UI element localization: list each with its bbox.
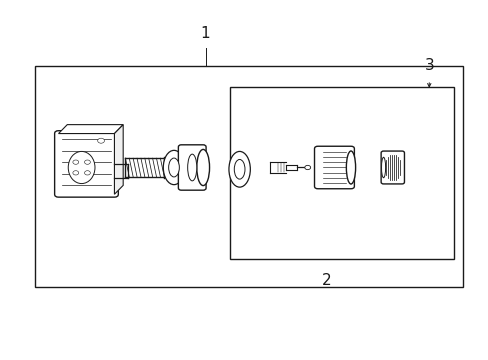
Bar xyxy=(229,87,453,258)
Circle shape xyxy=(84,160,90,164)
Ellipse shape xyxy=(168,158,179,177)
Ellipse shape xyxy=(234,159,244,179)
Ellipse shape xyxy=(196,149,209,185)
Ellipse shape xyxy=(187,154,196,181)
Bar xyxy=(35,66,462,287)
Ellipse shape xyxy=(381,157,385,178)
Text: 1: 1 xyxy=(201,26,210,41)
Circle shape xyxy=(73,171,79,175)
Polygon shape xyxy=(114,125,123,194)
Ellipse shape xyxy=(228,152,250,187)
Circle shape xyxy=(73,160,79,164)
Polygon shape xyxy=(59,125,123,134)
FancyBboxPatch shape xyxy=(314,146,354,189)
Circle shape xyxy=(98,138,104,143)
Ellipse shape xyxy=(346,151,355,184)
Ellipse shape xyxy=(163,150,184,185)
Text: 2: 2 xyxy=(322,273,331,288)
Circle shape xyxy=(304,165,310,170)
Ellipse shape xyxy=(68,152,95,184)
FancyBboxPatch shape xyxy=(55,131,118,197)
Circle shape xyxy=(84,171,90,175)
FancyBboxPatch shape xyxy=(178,145,205,190)
FancyBboxPatch shape xyxy=(380,151,404,184)
Text: 3: 3 xyxy=(424,58,433,73)
